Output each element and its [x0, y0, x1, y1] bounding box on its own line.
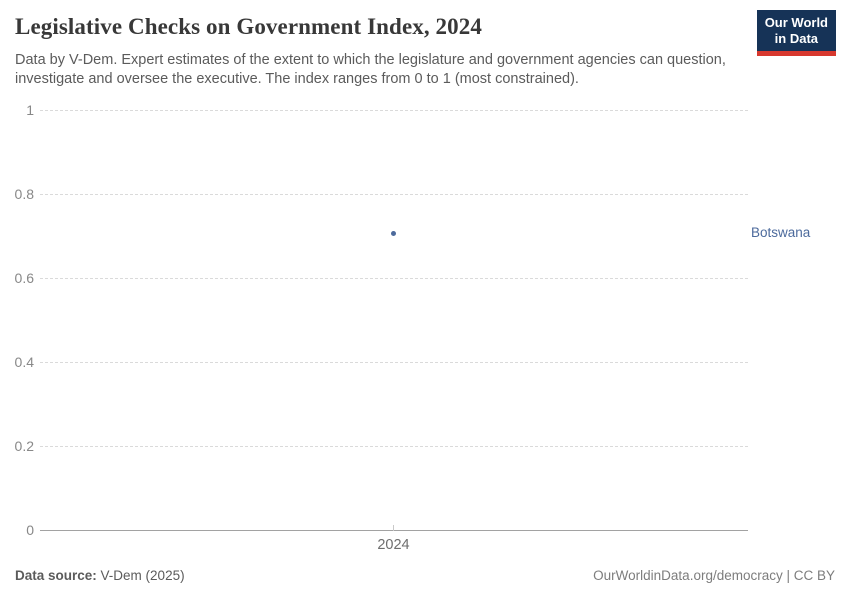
gridline-0-6 — [40, 278, 748, 279]
y-tick-label-0-4: 0.4 — [14, 354, 34, 370]
gridline-1 — [40, 110, 748, 111]
credit-link[interactable]: OurWorldinData.org/democracy | CC BY — [593, 568, 835, 583]
owid-logo-line2: in Data — [774, 31, 819, 46]
y-tick-label-0-6: 0.6 — [14, 270, 34, 286]
x-axis-line — [40, 530, 748, 531]
gridline-0-2 — [40, 446, 748, 447]
data-source-note: Data source: V-Dem (2025) — [15, 568, 185, 583]
page-title: Legislative Checks on Government Index, … — [15, 14, 482, 39]
owid-logo[interactable]: Our World in Data — [756, 10, 836, 56]
y-tick-label-0-2: 0.2 — [14, 438, 34, 454]
gridline-0-8 — [40, 194, 748, 195]
y-tick-label-0: 0 — [26, 522, 34, 538]
x-tick-mark-2024 — [393, 525, 394, 531]
data-point-botswana[interactable] — [391, 231, 396, 236]
x-tick-label-2024: 2024 — [377, 537, 410, 553]
owid-logo-line1: Our World — [764, 15, 828, 30]
series-label-botswana[interactable]: Botswana — [751, 225, 811, 240]
data-source-label: Data source: — [15, 568, 97, 583]
chart-subtitle: Data by V-Dem. Expert estimates of the e… — [15, 52, 726, 87]
data-source-value: V-Dem (2025) — [100, 568, 185, 583]
y-tick-label-0-8: 0.8 — [14, 186, 34, 202]
y-tick-label-1: 1 — [26, 102, 34, 118]
gridline-0-4 — [40, 362, 748, 363]
